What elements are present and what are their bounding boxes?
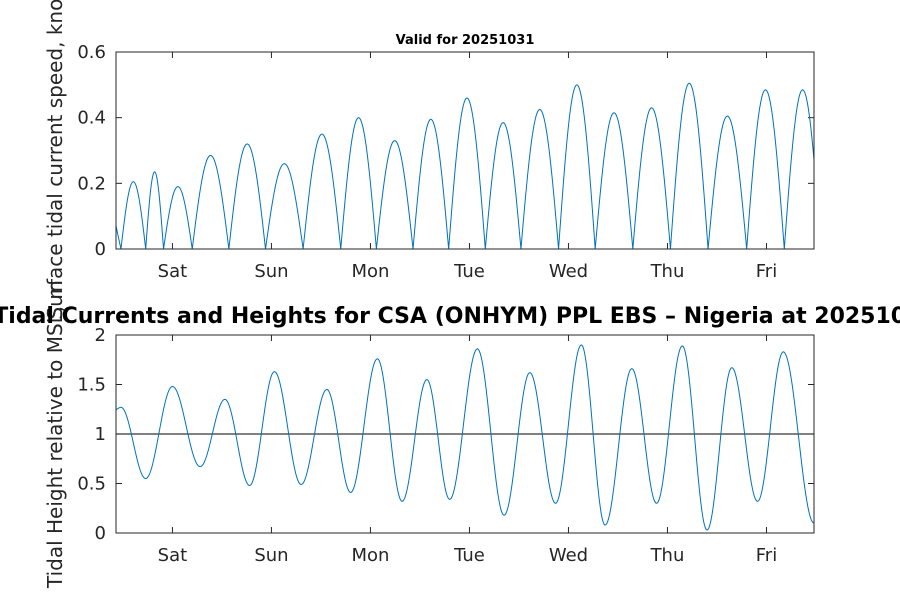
- current-chart-plot-area: [116, 82, 814, 249]
- current-xtick-label-sat: Sat: [158, 261, 188, 282]
- current-xtick-label-fri: Fri: [756, 261, 777, 282]
- tidal-height-chart: 0 0.5 1 1.5 2 Sat Sun Mon Tue Wed Thu Fri: [77, 325, 815, 566]
- height-chart-frame: [115, 334, 815, 534]
- current-chart-ylabel: Surface tidal current speed, knots: [43, 0, 67, 320]
- height-chart-ylabel: Tidal Height relative to MSL, m: [43, 280, 67, 589]
- height-xtick-label-mon: Mon: [351, 545, 389, 566]
- height-ytick-label: 1: [95, 424, 106, 445]
- current-chart-ticks: 0 0.2 0.4 0.6 Sat Sun Mon Tue Wed Thu Fri: [77, 42, 814, 282]
- height-chart-ticks: 0 0.5 1 1.5 2 Sat Sun Mon Tue Wed Thu Fri: [77, 325, 814, 566]
- current-xtick-label-wed: Wed: [549, 261, 588, 282]
- current-speed-line: [116, 82, 814, 249]
- height-ytick-label: 1.5: [77, 375, 106, 396]
- current-speed-chart: Valid for 20251031 0 0.2 0.4 0.6 Sat Sun Mon Tu…: [77, 33, 815, 282]
- current-ytick-label: 0.4: [77, 108, 106, 129]
- current-xtick-label-mon: Mon: [351, 261, 389, 282]
- height-chart-plot-area: [116, 344, 814, 531]
- current-ytick-label: 0.2: [77, 173, 106, 194]
- height-ytick-label: 2: [95, 325, 106, 346]
- current-ytick-label: 0: [95, 239, 106, 260]
- tidal-height-line: [116, 344, 814, 531]
- height-xtick-label-fri: Fri: [756, 545, 777, 566]
- height-xtick-label-tue: Tue: [453, 545, 485, 566]
- main-title: Tidal Currents and Heights for CSA (ONHY…: [0, 304, 900, 329]
- current-chart-title: Valid for 20251031: [396, 33, 535, 48]
- height-ytick-label: 0.5: [77, 474, 106, 495]
- current-xtick-label-sun: Sun: [254, 261, 288, 282]
- height-xtick-label-wed: Wed: [549, 545, 588, 566]
- current-xtick-label-tue: Tue: [453, 261, 485, 282]
- height-xtick-label-sat: Sat: [158, 545, 188, 566]
- height-xtick-label-sun: Sun: [254, 545, 288, 566]
- current-ytick-label: 0.6: [77, 42, 106, 63]
- current-xtick-label-thu: Thu: [650, 261, 685, 282]
- current-chart-frame: [115, 51, 815, 250]
- height-xtick-label-thu: Thu: [650, 545, 685, 566]
- height-ytick-label: 0: [95, 523, 106, 544]
